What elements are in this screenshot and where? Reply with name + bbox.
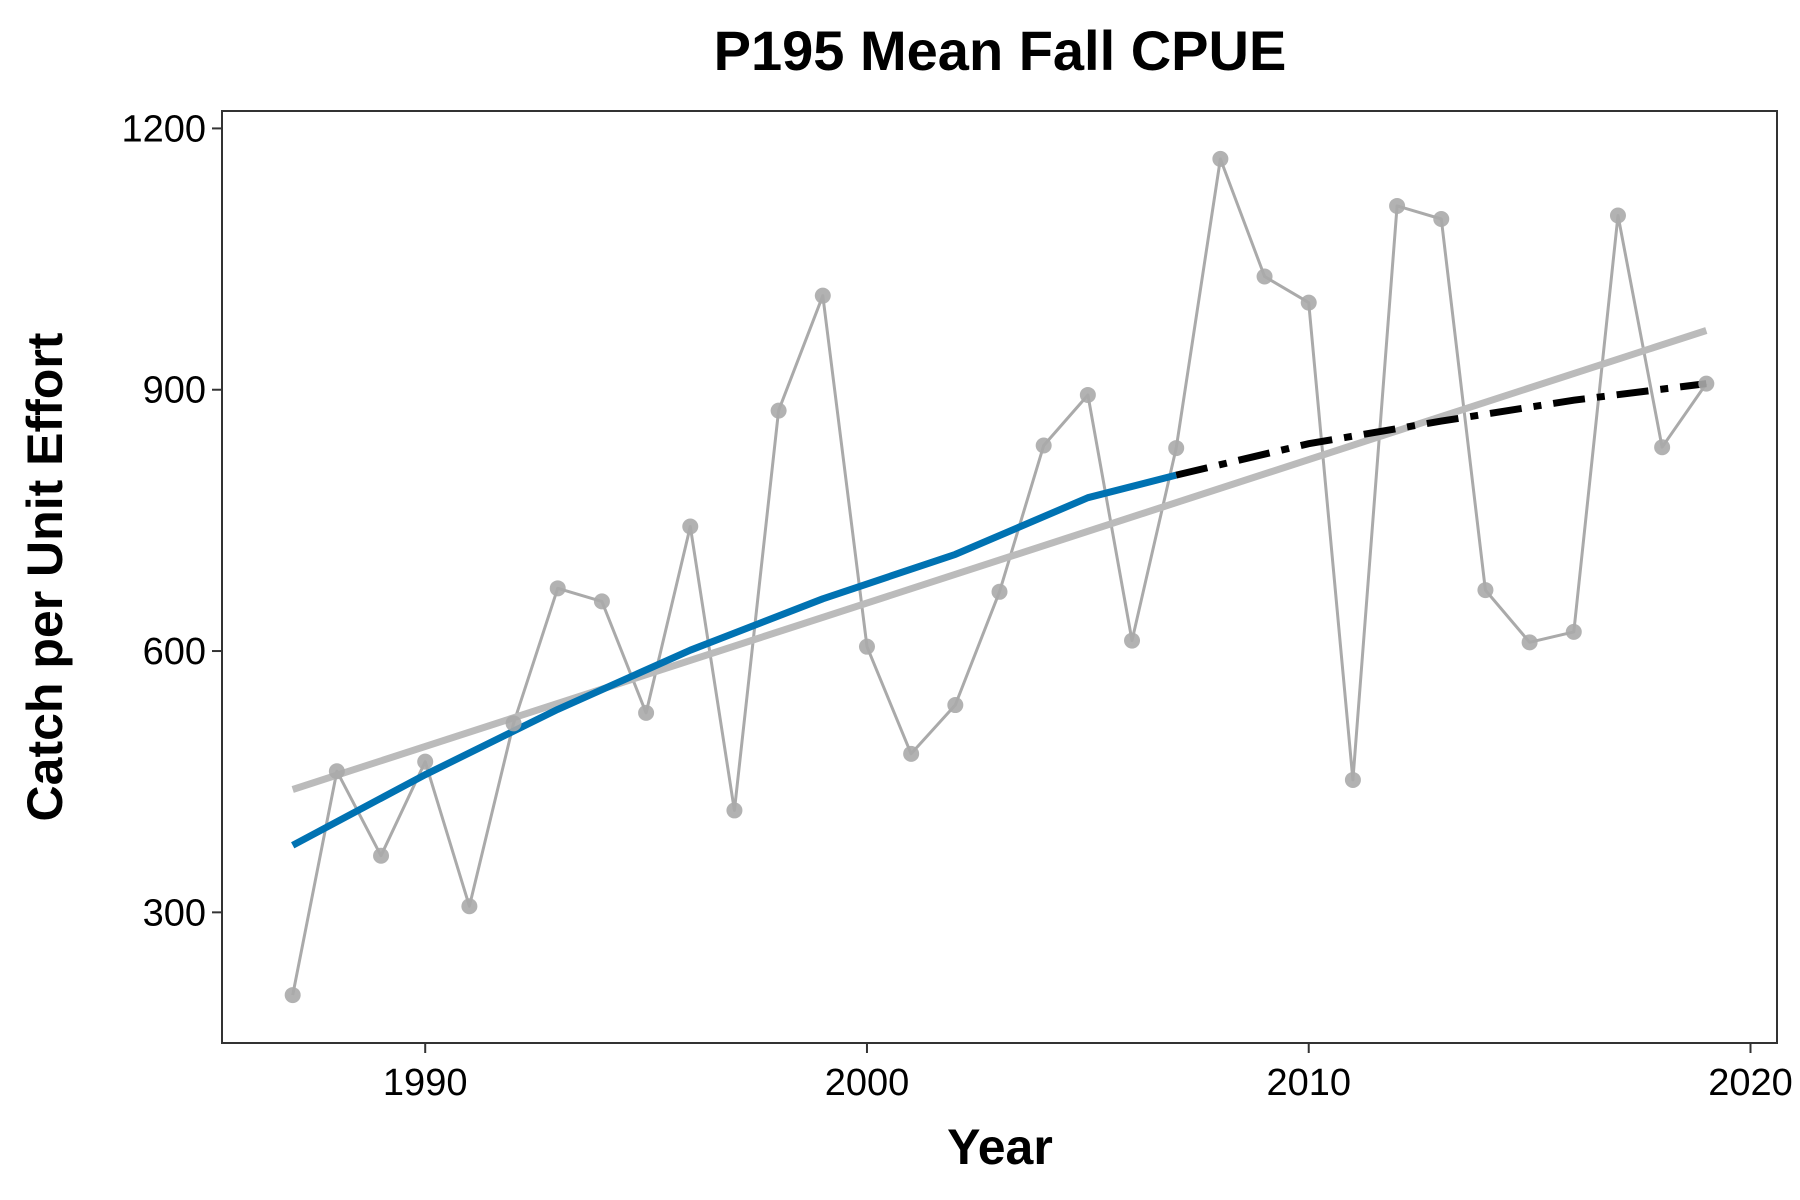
data-point <box>373 847 390 864</box>
data-point <box>903 745 920 762</box>
data-point <box>814 287 831 304</box>
data-point <box>1168 440 1185 457</box>
y-axis-label: Catch per Unit Effort <box>17 332 73 821</box>
data-point <box>1698 375 1715 392</box>
data-point <box>1609 207 1626 224</box>
data-point <box>1079 386 1096 403</box>
data-point <box>1300 294 1317 311</box>
data-point <box>284 987 301 1004</box>
data-point <box>1212 150 1229 167</box>
x-tick-label: 2020 <box>1708 1062 1793 1104</box>
data-point <box>1521 634 1538 651</box>
observed-series-line <box>291 157 1708 996</box>
data-point <box>1477 582 1494 599</box>
chart-title: P195 Mean Fall CPUE <box>714 19 1287 82</box>
data-point <box>549 580 566 597</box>
data-point <box>1124 632 1141 649</box>
data-point <box>1654 439 1671 456</box>
x-axis-label: Year <box>947 1119 1053 1175</box>
data-point <box>593 593 610 610</box>
linear-trend-line <box>291 327 1708 793</box>
x-tick-label: 2010 <box>1266 1062 1351 1104</box>
data-point <box>417 753 434 770</box>
data-point <box>1565 623 1582 640</box>
projected-trend-line <box>1175 380 1707 479</box>
y-tick-label: 900 <box>143 370 206 412</box>
x-tick-label: 1990 <box>383 1062 468 1104</box>
data-point <box>726 802 743 819</box>
y-tick-label: 1200 <box>121 108 206 150</box>
data-point <box>1389 197 1406 214</box>
data-point <box>1256 268 1273 285</box>
data-point <box>991 583 1008 600</box>
fitted-trend-line <box>291 471 1178 849</box>
y-axis: 300 600 900 1200 <box>121 108 222 934</box>
y-tick-label: 300 <box>143 892 206 934</box>
data-point <box>638 704 655 721</box>
data-point <box>1035 437 1052 454</box>
x-tick-label: 2000 <box>825 1062 910 1104</box>
data-point <box>1344 771 1361 788</box>
data-point <box>505 715 522 732</box>
data-point <box>461 898 478 915</box>
x-axis: 1990 2000 2010 2020 <box>383 1043 1793 1104</box>
data-point <box>328 763 345 780</box>
data-point <box>770 402 787 419</box>
y-tick-label: 600 <box>143 631 206 673</box>
data-point <box>858 638 875 655</box>
series-layer <box>284 150 1715 1004</box>
data-point <box>682 518 699 535</box>
data-point <box>947 697 964 714</box>
plot-frame <box>221 110 1778 1044</box>
data-point <box>1433 211 1450 228</box>
